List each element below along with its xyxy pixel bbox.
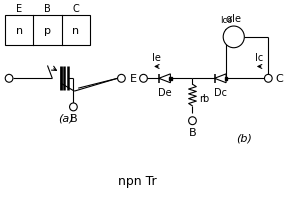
- Text: npn Tr: npn Tr: [118, 174, 157, 187]
- Text: B: B: [70, 113, 77, 123]
- Circle shape: [264, 75, 272, 83]
- Circle shape: [70, 103, 77, 111]
- Text: B: B: [189, 127, 196, 137]
- Circle shape: [118, 75, 125, 83]
- Text: E: E: [16, 4, 22, 14]
- Text: Dc: Dc: [214, 88, 227, 98]
- Text: Ico: Ico: [220, 16, 232, 25]
- Text: n: n: [72, 26, 79, 36]
- Text: B: B: [44, 4, 51, 14]
- Text: Ie: Ie: [152, 52, 160, 62]
- Text: De: De: [158, 88, 172, 98]
- Text: rb: rb: [199, 94, 209, 104]
- Text: E: E: [130, 74, 137, 84]
- Text: $\alpha$Ie: $\alpha$Ie: [225, 12, 242, 24]
- Text: p: p: [44, 26, 51, 36]
- Bar: [169, 78, 172, 80]
- Circle shape: [189, 117, 196, 125]
- Text: n: n: [16, 26, 23, 36]
- Text: C: C: [72, 4, 79, 14]
- Bar: [225, 78, 227, 80]
- Bar: [5, 16, 90, 46]
- Circle shape: [223, 27, 244, 48]
- Text: Ic: Ic: [254, 52, 263, 62]
- Text: (a): (a): [58, 113, 74, 123]
- Circle shape: [5, 75, 13, 83]
- Text: C: C: [275, 74, 283, 84]
- Text: (b): (b): [236, 133, 252, 143]
- Circle shape: [140, 75, 147, 83]
